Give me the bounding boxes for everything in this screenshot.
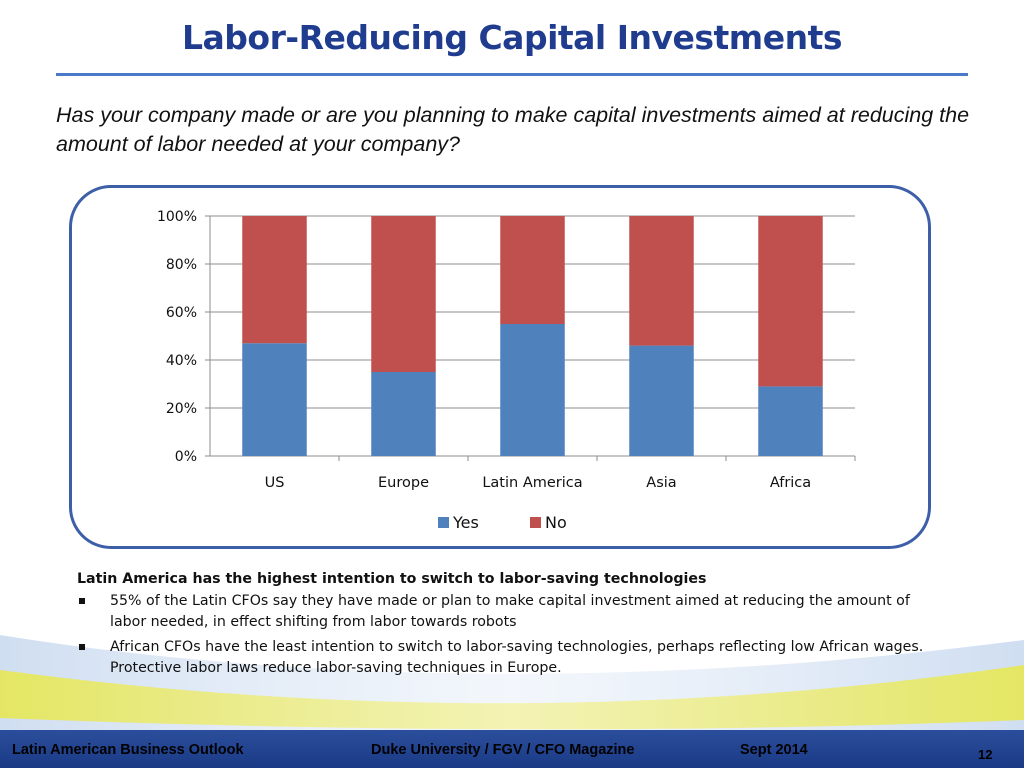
- title-divider: [56, 73, 968, 76]
- bullet-text: 55% of the Latin CFOs say they have made…: [110, 593, 910, 630]
- footer-bar: [0, 730, 1024, 768]
- x-tick-label: Latin America: [482, 475, 582, 491]
- x-tick-label: Asia: [646, 475, 676, 491]
- bar-no-latin-america: [500, 216, 565, 324]
- legend-label-yes: Yes: [452, 513, 479, 532]
- bar-yes-europe: [371, 372, 436, 456]
- x-tick-label: Africa: [770, 475, 811, 491]
- bar-yes-latin-america: [500, 324, 565, 456]
- bar-yes-us: [242, 343, 307, 456]
- square-bullet-icon: [79, 598, 85, 604]
- legend-swatch-no: [530, 517, 541, 528]
- stacked-bar-chart: 0% 20% 40% 60% 80% 100% US Europe Latin America A…: [157, 209, 856, 532]
- x-tick-label: Europe: [378, 475, 429, 491]
- y-tick-label: 60%: [166, 305, 197, 321]
- slide-title: Labor-Reducing Capital Investments: [182, 18, 842, 57]
- y-tick-label: 100%: [157, 209, 197, 225]
- y-tick-label: 0%: [175, 449, 197, 465]
- decorative-swoosh: [0, 635, 1024, 735]
- bullet-text: African CFOs have the least intention to…: [110, 639, 924, 676]
- bar-no-asia: [629, 216, 694, 346]
- footer-center-text: Duke University / FGV / CFO Magazine: [371, 742, 635, 758]
- page-number: 12: [978, 747, 993, 762]
- bar-no-europe: [371, 216, 436, 372]
- survey-question: Has your company made or are you plannin…: [56, 103, 970, 156]
- chart-frame: 0% 20% 40% 60% 80% 100% US Europe Latin America A…: [69, 185, 931, 549]
- bar-yes-asia: [629, 345, 694, 456]
- legend-label-no: No: [545, 513, 567, 532]
- bar-no-africa: [758, 216, 823, 387]
- notes-heading: Latin America has the highest intention …: [77, 571, 707, 587]
- bar-yes-africa: [758, 386, 823, 456]
- square-bullet-icon: [79, 644, 85, 650]
- footer-date: Sept 2014: [740, 742, 808, 758]
- y-tick-label: 40%: [166, 353, 197, 369]
- x-tick-label: US: [265, 475, 285, 491]
- y-tick-label: 20%: [166, 401, 197, 417]
- list-item: African CFOs have the least intention to…: [77, 637, 947, 679]
- y-tick-label: 80%: [166, 257, 197, 273]
- list-item: 55% of the Latin CFOs say they have made…: [77, 591, 947, 633]
- notes-section: Latin America has the highest intention …: [77, 571, 947, 683]
- footer-left-text: Latin American Business Outlook: [12, 742, 244, 758]
- bar-no-us: [242, 216, 307, 344]
- legend-swatch-yes: [438, 517, 449, 528]
